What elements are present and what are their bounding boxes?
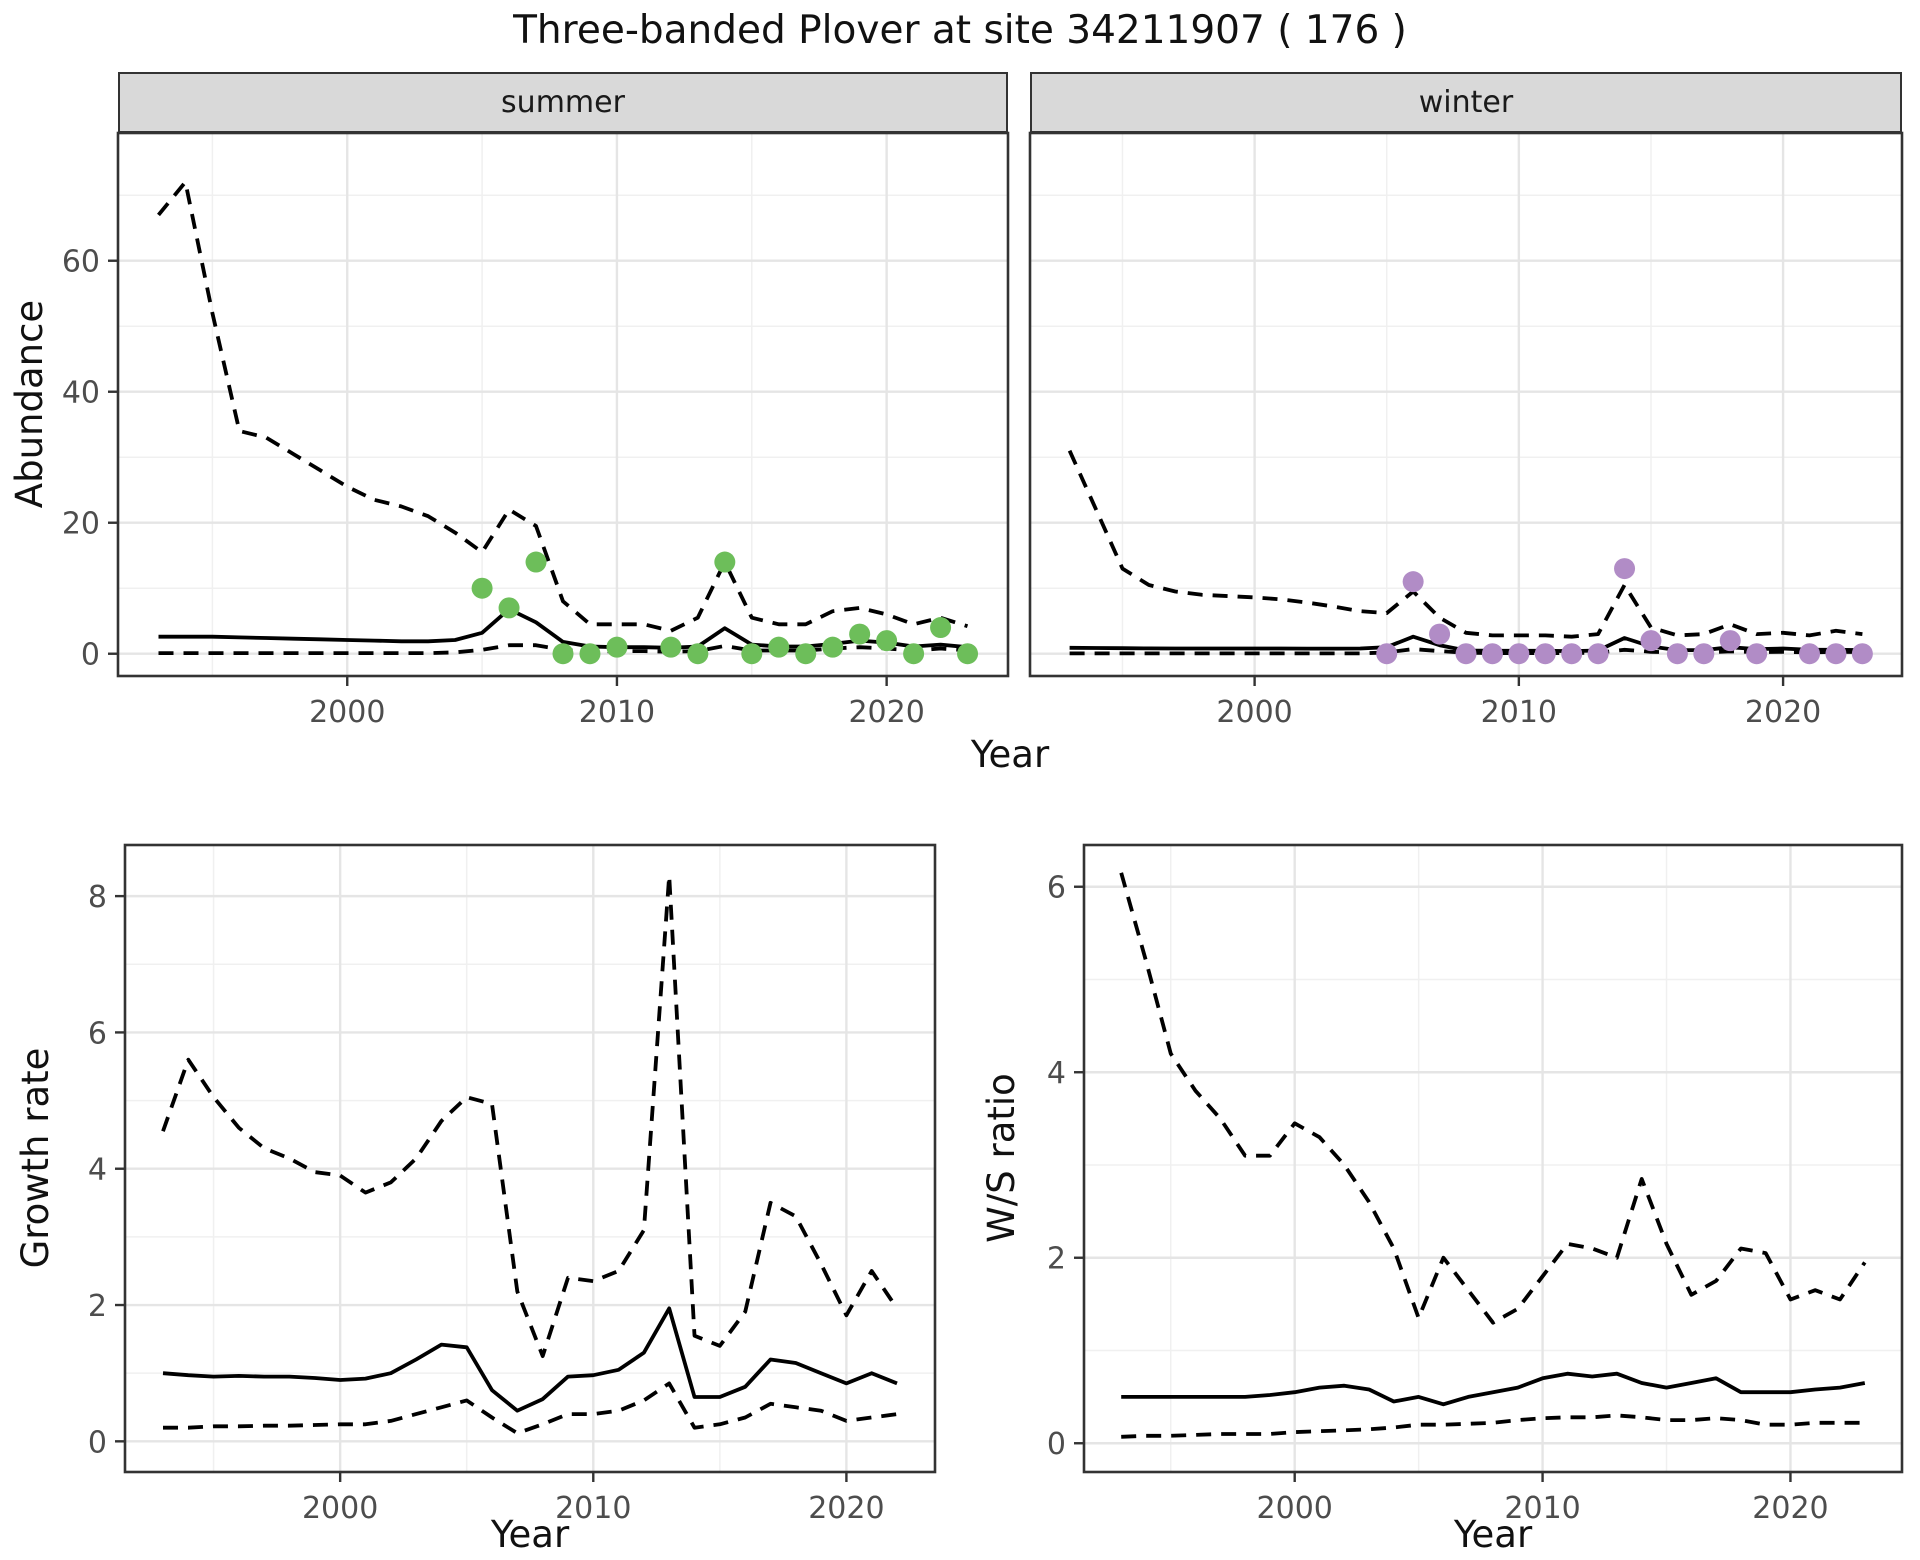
facet-strip-summer: summer	[118, 72, 1008, 133]
observation-point	[1508, 643, 1530, 665]
observation-point	[1455, 643, 1477, 665]
y-tick-label: 4	[1047, 1056, 1066, 1091]
observation-point	[1376, 643, 1398, 665]
observation-point	[1851, 643, 1873, 665]
facet-strip-winter-label: winter	[1418, 85, 1514, 120]
y-axis-title-abundance: Abundance	[8, 299, 51, 509]
y-tick-label: 2	[88, 1289, 107, 1324]
observation-point	[795, 643, 817, 665]
panel-background	[125, 845, 935, 1472]
observation-point	[1402, 571, 1424, 593]
panel-border	[1028, 131, 1904, 678]
y-tick-label: 20	[62, 507, 100, 542]
y-tick-label: 60	[62, 245, 100, 280]
summer-panel: 2000 2010 2020 0 20 40 60	[62, 131, 1010, 730]
ci-upper-line	[157, 180, 969, 633]
plot-title: Three-banded Plover at site 34211907 ( 1…	[513, 8, 1407, 53]
observation-point	[1534, 643, 1556, 665]
observation-point	[1746, 643, 1768, 665]
x-axis-title-year-ws: Year	[1453, 1513, 1533, 1556]
x-tick-label: 2010	[579, 695, 655, 730]
panel-background	[1084, 845, 1902, 1472]
observation-point	[768, 636, 790, 658]
panel-border	[1082, 843, 1904, 1474]
y-axis-title-growth-rate: Growth rate	[14, 1047, 57, 1269]
observation-point	[498, 597, 520, 619]
ci-upper-line	[1119, 872, 1867, 1325]
panel-border	[123, 843, 937, 1474]
panel-background	[118, 133, 1008, 676]
observation-point	[1799, 643, 1821, 665]
panel-border	[116, 131, 1010, 678]
x-tick-label: 2010	[1504, 1491, 1580, 1526]
observation-point	[1429, 623, 1451, 645]
median-line	[1121, 1371, 1866, 1407]
observation-point	[930, 617, 952, 639]
x-tick-label: 2000	[1216, 695, 1292, 730]
y-tick-label: 6	[1047, 871, 1066, 906]
x-tick-label: 2020	[1745, 695, 1821, 730]
observation-point	[741, 643, 763, 665]
y-tick-label: 8	[88, 880, 107, 915]
x-tick-label: 2020	[848, 695, 924, 730]
x-tick-label: 2000	[1257, 1491, 1333, 1526]
x-tick-label: 2010	[555, 1491, 631, 1526]
observation-point	[1587, 643, 1609, 665]
observation-point	[714, 551, 736, 573]
winter-panel: 2000 2010 2020	[1028, 131, 1904, 730]
y-tick-label: 4	[88, 1153, 107, 1188]
facet-strip-summer-label: summer	[501, 85, 625, 120]
observation-point	[471, 577, 493, 599]
x-tick-label: 2020	[1752, 1491, 1828, 1526]
median-line	[162, 1306, 898, 1413]
ci-lower-line	[163, 1381, 898, 1436]
observation-point	[660, 636, 682, 658]
ws-panel: 2000 2010 2020 0 2 4 6	[1047, 843, 1904, 1526]
facet-strip-winter: winter	[1030, 72, 1902, 133]
observation-point	[1719, 630, 1741, 652]
observation-point	[1640, 630, 1662, 652]
observation-point	[1561, 643, 1583, 665]
observation-point	[1481, 643, 1503, 665]
observation-point	[957, 643, 979, 665]
observation-point	[876, 630, 898, 652]
y-tick-label: 40	[62, 376, 100, 411]
observation-point	[1614, 558, 1636, 580]
y-tick-label: 0	[81, 638, 100, 673]
y-tick-label: 6	[88, 1016, 107, 1051]
observation-point	[903, 643, 925, 665]
ci-lower-line	[1069, 647, 1863, 656]
y-axis-title-ws-ratio: W/S ratio	[980, 1073, 1023, 1243]
observation-point	[1666, 643, 1688, 665]
observation-point	[606, 636, 628, 658]
x-tick-label: 2020	[808, 1491, 884, 1526]
observation-point	[1693, 643, 1715, 665]
observation-point	[849, 623, 871, 645]
y-tick-label: 0	[88, 1425, 107, 1460]
observation-point	[579, 643, 601, 665]
panel-background	[1030, 133, 1902, 676]
x-tick-label: 2000	[302, 1491, 378, 1526]
y-tick-label: 0	[1047, 1427, 1066, 1462]
observation-point	[552, 643, 574, 665]
y-tick-label: 2	[1047, 1242, 1066, 1277]
growth-panel: 2000 2010 2020 0 2 4 6 8	[88, 843, 937, 1526]
x-tick-label: 2010	[1481, 695, 1557, 730]
x-axis-title-year-top: Year	[970, 733, 1050, 776]
x-tick-label: 2000	[309, 695, 385, 730]
ci-upper-line	[1067, 449, 1863, 639]
observation-point	[1825, 643, 1847, 665]
observation-point	[687, 643, 709, 665]
x-axis-title-year-growth: Year	[490, 1513, 570, 1556]
observation-point	[525, 551, 547, 573]
observation-point	[822, 636, 844, 658]
